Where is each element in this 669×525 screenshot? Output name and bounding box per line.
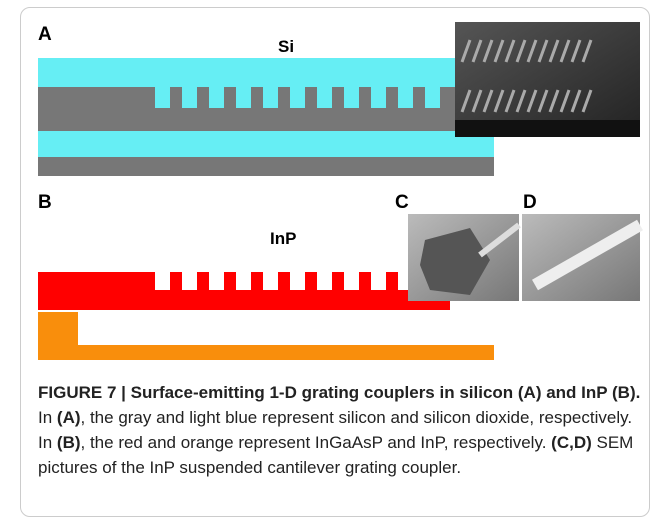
panel-label: B (38, 192, 52, 213)
caption-ref: (B) (57, 433, 81, 452)
page: A Si B InP C D FIGURE 7 | Surface-emitti… (0, 0, 669, 525)
grating-gap (317, 272, 332, 290)
grating-gap (209, 272, 224, 290)
sem-image (522, 214, 640, 301)
grating-gap (263, 87, 278, 108)
grating-gap (344, 87, 359, 108)
grating-gap (371, 272, 386, 290)
caption-text: In (38, 408, 57, 427)
substrate (38, 157, 494, 176)
grating-gap (155, 87, 170, 108)
grating-gap (209, 87, 224, 108)
grating-gap (290, 87, 305, 108)
panel-label: D (523, 192, 537, 213)
material-label: Si (278, 37, 294, 56)
caption-title: FIGURE 7 | Surface-emitting 1-D grating … (38, 383, 640, 402)
grating-gap (290, 272, 305, 290)
grating-gap (155, 272, 170, 290)
panel-label: C (395, 192, 409, 213)
grating-gap (236, 87, 251, 108)
inp-substrate (38, 345, 494, 360)
grating-gap (344, 272, 359, 290)
sem-image (408, 214, 519, 301)
grating-gap (182, 272, 197, 290)
caption: FIGURE 7 | Surface-emitting 1-D grating … (38, 380, 650, 480)
grating-gap (263, 272, 278, 290)
sem-image (455, 22, 640, 137)
grating-gap (425, 87, 440, 108)
caption-ref: (C,D) (551, 433, 592, 452)
caption-text: , the red and orange represent InGaAsP a… (81, 433, 552, 452)
panel-label: A (38, 24, 52, 45)
grating-gap (398, 87, 413, 108)
grating-gap (236, 272, 251, 290)
material-label: InP (270, 229, 296, 248)
oxide-layer (38, 58, 494, 87)
oxide-layer (38, 131, 494, 157)
grating-gap (317, 87, 332, 108)
grating-gap (182, 87, 197, 108)
figure-art: A Si B InP C D (0, 0, 669, 375)
grating-gap (371, 87, 386, 108)
caption-ref: (A) (57, 408, 81, 427)
